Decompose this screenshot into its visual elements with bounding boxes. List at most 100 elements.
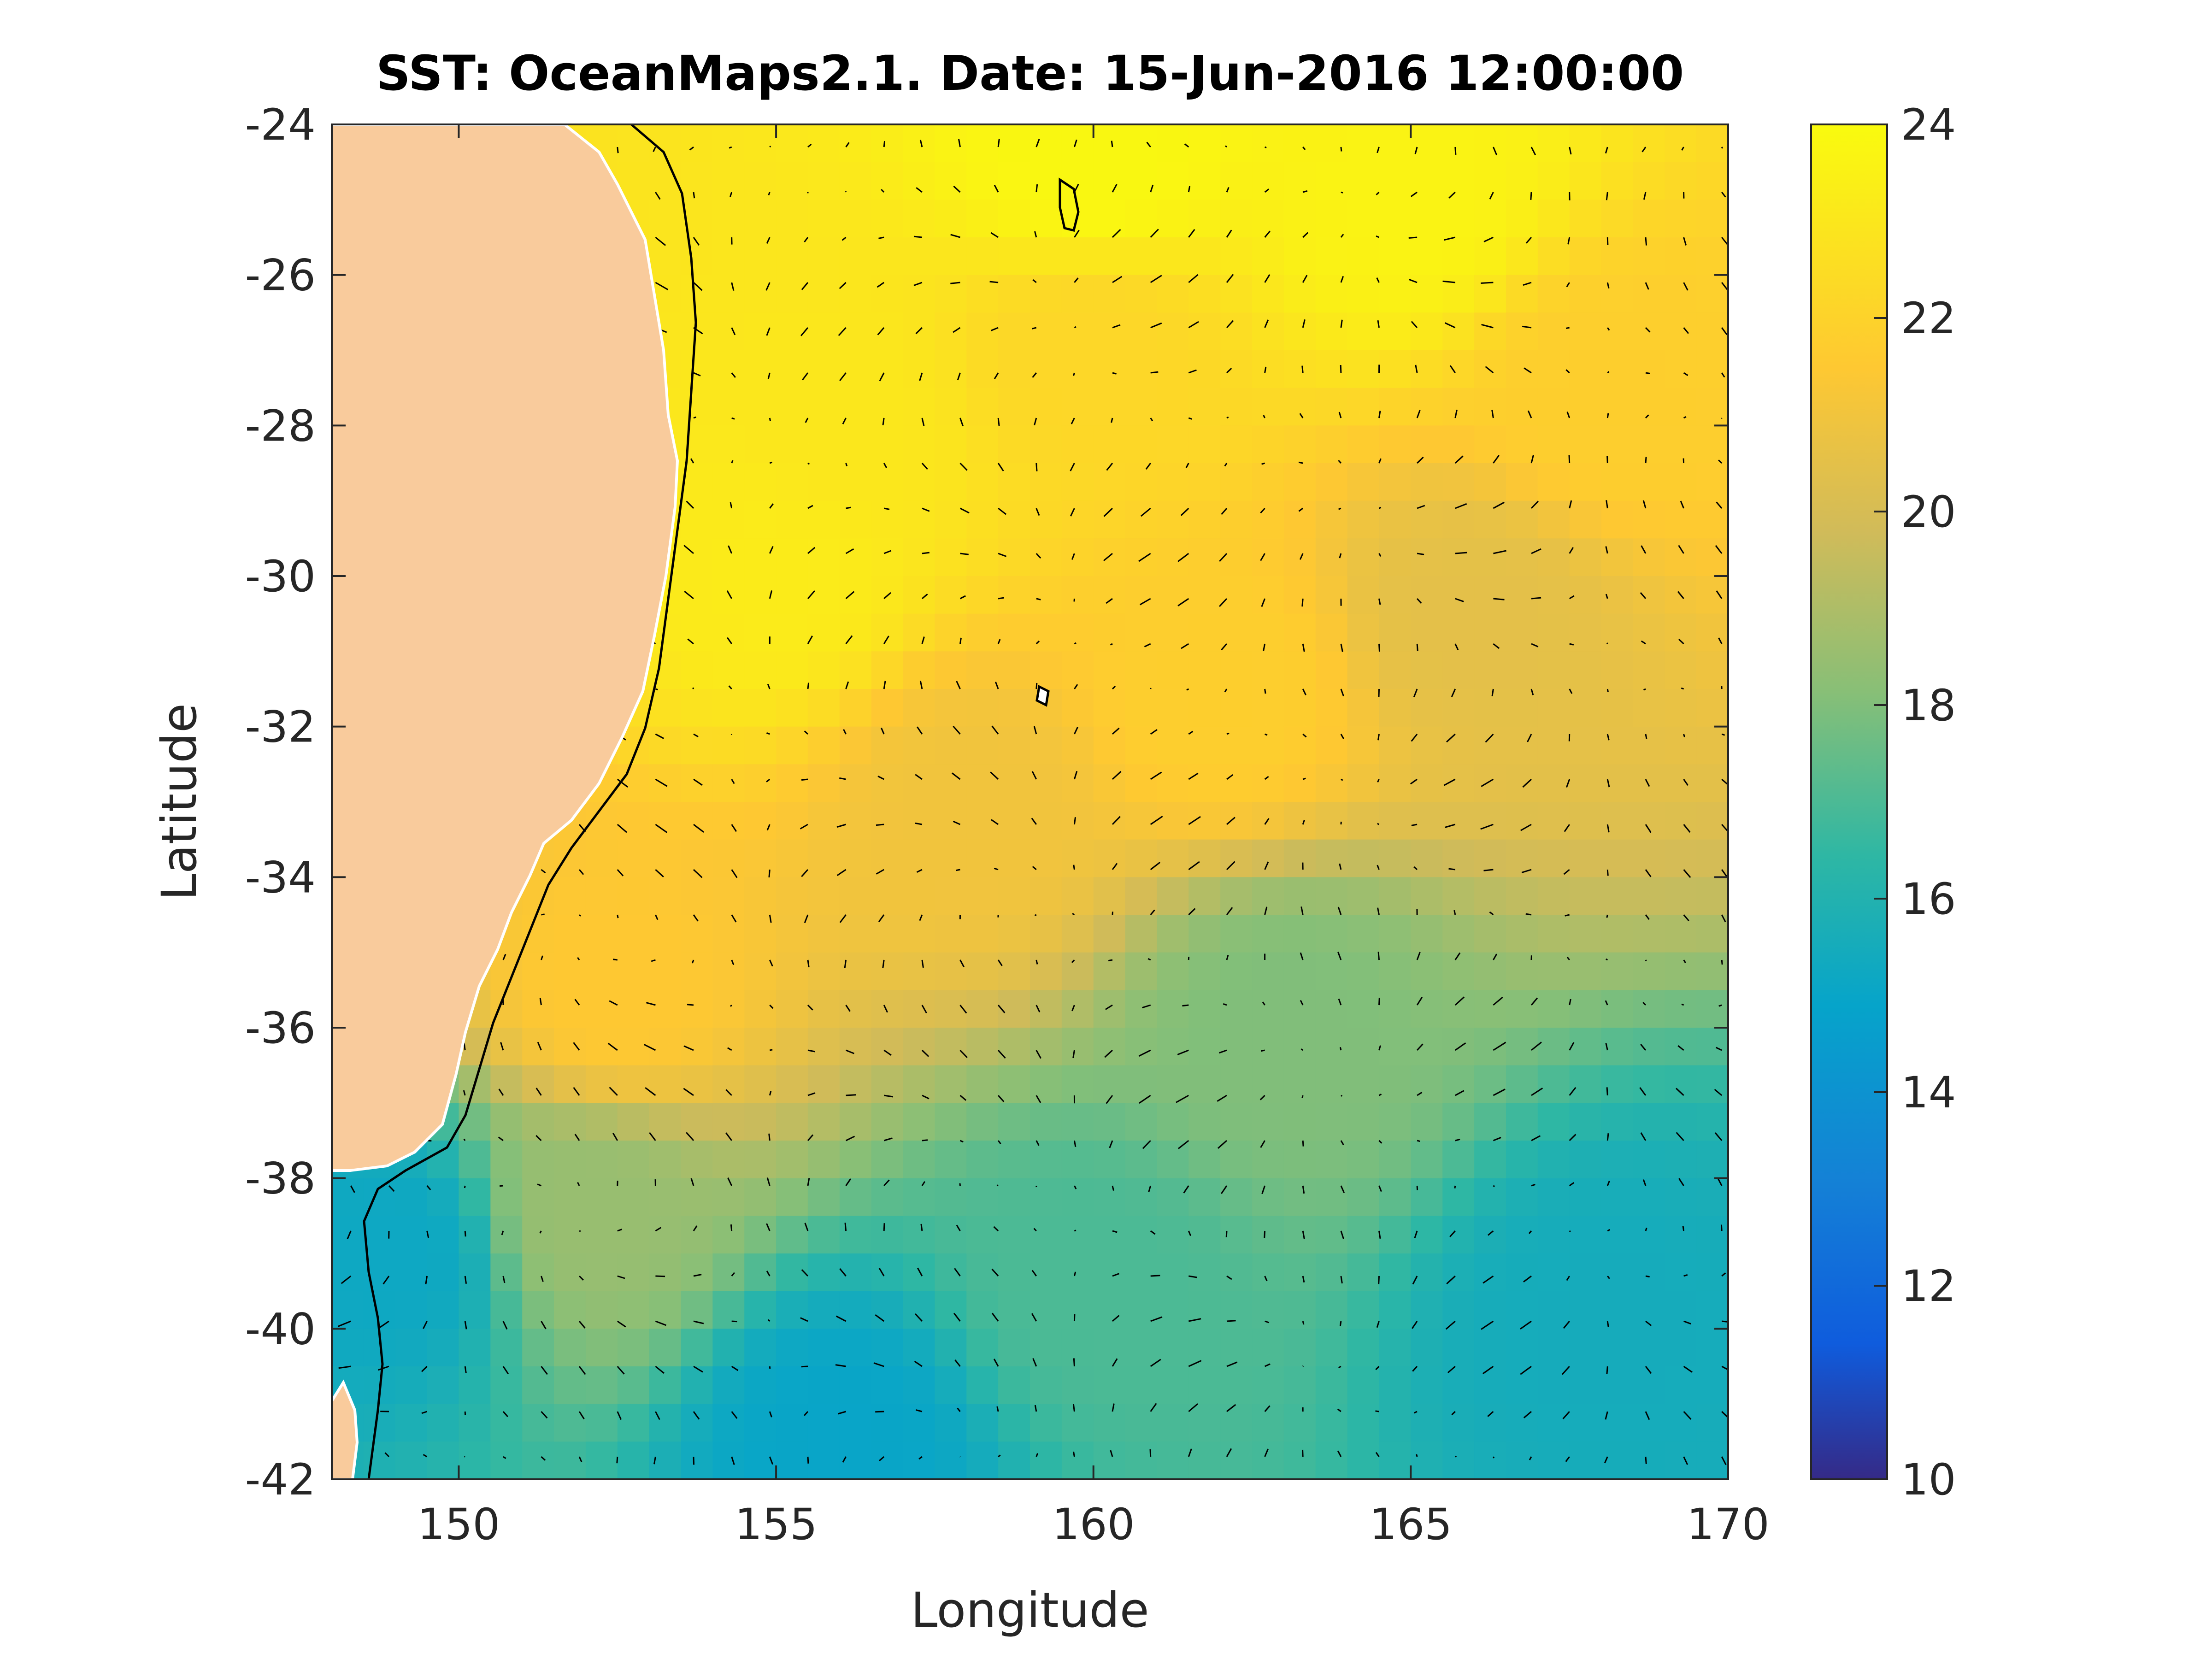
sst-cell	[490, 1253, 523, 1292]
sst-cell	[1252, 877, 1284, 915]
sst-cell	[1569, 651, 1602, 689]
sst-cell	[1665, 1441, 1697, 1479]
sst-cell	[1283, 915, 1316, 953]
sst-cell	[776, 1065, 808, 1104]
sst-cell	[1188, 952, 1221, 991]
sst-cell	[776, 1253, 808, 1292]
sst-cell	[1537, 1329, 1570, 1367]
sst-cell	[807, 576, 840, 614]
sst-cell	[1061, 1404, 1094, 1442]
sst-cell	[1061, 576, 1094, 614]
sst-cell	[1188, 388, 1221, 426]
sst-cell	[807, 990, 840, 1028]
sst-cell	[585, 952, 618, 991]
sst-cell	[744, 877, 777, 915]
sst-cell	[935, 877, 967, 915]
sst-cell	[1283, 500, 1316, 539]
sst-cell	[998, 764, 1030, 802]
sst-cell	[1601, 689, 1634, 727]
sst-cell	[1252, 576, 1284, 614]
sst-cell	[681, 1329, 713, 1367]
sst-cell	[1093, 576, 1126, 614]
sst-cell	[776, 1291, 808, 1330]
sst-cell	[459, 1178, 491, 1217]
sst-cell	[1125, 1141, 1158, 1179]
sst-cell	[966, 162, 999, 200]
sst-cell	[1093, 388, 1126, 426]
sst-cell	[1188, 651, 1221, 689]
x-tick-label: 165	[1370, 1500, 1452, 1550]
sst-cell	[776, 576, 808, 614]
sst-cell	[1188, 1141, 1221, 1179]
y-tick-label: -24	[245, 100, 316, 150]
sst-cell	[1633, 839, 1665, 878]
sst-cell	[1157, 1441, 1189, 1479]
sst-cell	[1411, 1178, 1443, 1217]
sst-cell	[1061, 237, 1094, 276]
sst-cell	[1569, 350, 1602, 388]
sst-cell	[1030, 1028, 1062, 1066]
sst-cell	[966, 1253, 999, 1292]
sst-cell	[1569, 726, 1602, 765]
sst-cell	[935, 1366, 967, 1405]
sst-cell	[839, 1216, 872, 1254]
sst-cell	[776, 1441, 808, 1479]
sst-cell	[1379, 613, 1412, 652]
sst-cell	[1315, 1404, 1348, 1442]
sst-cell	[1411, 726, 1443, 765]
sst-cell	[1665, 500, 1697, 539]
sst-cell	[1537, 1216, 1570, 1254]
sst-cell	[966, 576, 999, 614]
sst-cell	[998, 651, 1030, 689]
sst-cell	[1665, 1065, 1697, 1104]
sst-cell	[1696, 689, 1728, 727]
sst-cell	[744, 1028, 777, 1066]
sst-cell	[1474, 1103, 1506, 1141]
sst-cell	[871, 689, 904, 727]
sst-cell	[1030, 538, 1062, 577]
sst-cell	[1506, 1216, 1538, 1254]
sst-cell	[744, 1178, 777, 1217]
sst-cell	[522, 1141, 555, 1179]
sst-cell	[1061, 802, 1094, 840]
sst-cell	[617, 1404, 650, 1442]
sst-cell	[1474, 1028, 1506, 1066]
sst-cell	[1252, 802, 1284, 840]
sst-cell	[935, 1404, 967, 1442]
sst-cell	[649, 1329, 682, 1367]
sst-cell	[617, 1216, 650, 1254]
sst-cell	[1696, 877, 1728, 915]
sst-cell	[1633, 500, 1665, 539]
sst-cell	[1537, 915, 1570, 953]
sst-cell	[1665, 1178, 1697, 1217]
sst-cell	[776, 1103, 808, 1141]
sst-cell	[1030, 388, 1062, 426]
sst-cell	[1665, 1028, 1697, 1066]
sst-cell	[1633, 1253, 1665, 1292]
sst-cell	[1157, 275, 1189, 313]
sst-cell	[1157, 1253, 1189, 1292]
sst-cell	[998, 1141, 1030, 1179]
sst-cell	[1188, 538, 1221, 577]
sst-cell	[871, 538, 904, 577]
sst-cell	[807, 124, 840, 163]
sst-cell	[1030, 1141, 1062, 1179]
sst-cell	[1125, 538, 1158, 577]
sst-cell	[1696, 312, 1728, 351]
y-tick-label: -26	[245, 251, 316, 301]
sst-cell	[1601, 1291, 1634, 1330]
sst-cell	[712, 877, 745, 915]
sst-cell	[1379, 425, 1412, 464]
sst-cell	[1157, 1178, 1189, 1217]
sst-cell	[966, 726, 999, 765]
sst-cell	[1696, 1178, 1728, 1217]
sst-cell	[935, 162, 967, 200]
sst-cell	[1569, 576, 1602, 614]
sst-cell	[1220, 1253, 1253, 1292]
sst-cell	[1157, 1103, 1189, 1141]
sst-cell	[1030, 877, 1062, 915]
sst-cell	[1125, 802, 1158, 840]
sst-cell	[998, 1291, 1030, 1330]
sst-cell	[459, 1103, 491, 1141]
sst-cell	[839, 500, 872, 539]
